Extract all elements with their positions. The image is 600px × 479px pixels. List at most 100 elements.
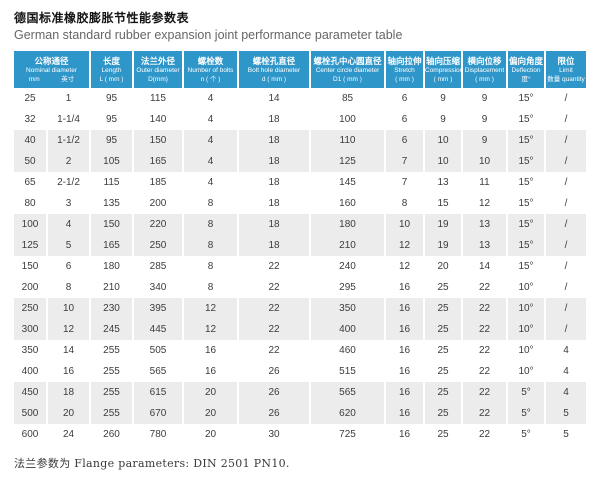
table-cell: 5 bbox=[545, 424, 586, 445]
table-cell: 18 bbox=[238, 172, 311, 193]
table-row: 350 14 255 505 16 22 460 16 25 22 10° 4 bbox=[14, 340, 586, 361]
table-cell: / bbox=[545, 298, 586, 319]
table-cell: 12 bbox=[183, 319, 239, 340]
column-title-zh: 偏向角度 bbox=[508, 55, 543, 66]
table-cell: 16 bbox=[385, 403, 425, 424]
table-cell: 620 bbox=[310, 403, 386, 424]
table-cell: 780 bbox=[133, 424, 184, 445]
table-cell: 95 bbox=[90, 130, 134, 151]
table-cell: 6 bbox=[47, 256, 91, 277]
table-cell: / bbox=[545, 151, 586, 172]
table-cell: / bbox=[545, 88, 586, 109]
table-cell: 9 bbox=[424, 109, 463, 130]
table-cell: 9 bbox=[462, 130, 508, 151]
table-cell: 1-1/2 bbox=[47, 130, 91, 151]
table-cell: 260 bbox=[90, 424, 134, 445]
column-subunit: 英寸 bbox=[61, 75, 75, 83]
table-row: 50 2 105 165 4 18 125 7 10 10 15° / bbox=[14, 151, 586, 172]
table-cell: 80 bbox=[14, 193, 48, 214]
column-subunit: mm bbox=[28, 75, 40, 83]
table-row: 150 6 180 285 8 22 240 12 20 14 15° / bbox=[14, 256, 586, 277]
table-cell: 22 bbox=[238, 256, 311, 277]
table-cell: 165 bbox=[133, 151, 184, 172]
table-cell: 22 bbox=[462, 403, 508, 424]
table-cell: 9 bbox=[462, 109, 508, 130]
column-title-en: Compression bbox=[425, 66, 464, 74]
table-cell: 10 bbox=[424, 130, 463, 151]
table-cell: 15° bbox=[507, 172, 546, 193]
table-cell: 5° bbox=[507, 403, 546, 424]
column-unit: ( mm ) bbox=[433, 75, 453, 83]
table-cell: 165 bbox=[90, 235, 134, 256]
table-cell: 125 bbox=[14, 235, 48, 256]
table-cell: 16 bbox=[385, 340, 425, 361]
table-cell: 255 bbox=[90, 340, 134, 361]
table-cell: / bbox=[545, 130, 586, 151]
table-cell: 10° bbox=[507, 361, 546, 382]
column-unit: 度° bbox=[521, 75, 531, 83]
table-row: 25 1 95 115 4 14 85 6 9 9 15° / bbox=[14, 88, 586, 109]
column-header-displacement: 横向位移 Displacement( mm ) bbox=[462, 51, 508, 88]
table-cell: 10° bbox=[507, 298, 546, 319]
table-row: 80 3 135 200 8 18 160 8 15 12 15° / bbox=[14, 193, 586, 214]
table-cell: 115 bbox=[90, 172, 134, 193]
column-header-stretch: 轴向拉伸 Stretch( mm ) bbox=[385, 51, 425, 88]
table-cell: 15° bbox=[507, 256, 546, 277]
table-cell: 1 bbox=[47, 88, 91, 109]
table-cell: 150 bbox=[14, 256, 48, 277]
table-cell: 5° bbox=[507, 382, 546, 403]
table-cell: 22 bbox=[462, 277, 508, 298]
table-cell: 10 bbox=[385, 214, 425, 235]
table-cell: 8 bbox=[183, 277, 239, 298]
table-cell: 4 bbox=[183, 151, 239, 172]
table-cell: 4 bbox=[545, 382, 586, 403]
table-cell: 125 bbox=[310, 151, 386, 172]
table-cell: 95 bbox=[90, 109, 134, 130]
table-header: 公称通径 Nominal diameter mm 英寸 长度 Length L ( mm )… bbox=[14, 51, 586, 88]
table-cell: 4 bbox=[183, 88, 239, 109]
table-row: 65 2-1/2 115 185 4 18 145 7 13 11 15° / bbox=[14, 172, 586, 193]
table-cell: 16 bbox=[385, 361, 425, 382]
table-cell: 22 bbox=[462, 319, 508, 340]
table-cell: / bbox=[545, 277, 586, 298]
table-cell: 14 bbox=[47, 340, 91, 361]
table-cell: 4 bbox=[545, 361, 586, 382]
table-cell: 7 bbox=[385, 172, 425, 193]
table-cell: 340 bbox=[133, 277, 184, 298]
table-cell: 22 bbox=[462, 361, 508, 382]
table-cell: 255 bbox=[90, 361, 134, 382]
table-cell: / bbox=[545, 109, 586, 130]
table-cell: 13 bbox=[424, 172, 463, 193]
table-cell: 15° bbox=[507, 235, 546, 256]
table-cell: 25 bbox=[424, 424, 463, 445]
table-cell: 160 bbox=[310, 193, 386, 214]
table-cell: 18 bbox=[238, 193, 311, 214]
column-unit: 数量 quantity bbox=[547, 75, 585, 83]
table-cell: / bbox=[545, 214, 586, 235]
table-cell: 26 bbox=[238, 361, 311, 382]
table-cell: 8 bbox=[183, 256, 239, 277]
column-title-en: Center circle diameter bbox=[315, 66, 380, 74]
table-cell: 395 bbox=[133, 298, 184, 319]
column-title-en: Length bbox=[101, 66, 122, 74]
table-cell: 110 bbox=[310, 130, 386, 151]
table-cell: 22 bbox=[238, 319, 311, 340]
table-cell: 250 bbox=[14, 298, 48, 319]
table-cell: 145 bbox=[310, 172, 386, 193]
table-cell: 285 bbox=[133, 256, 184, 277]
table-cell: / bbox=[545, 319, 586, 340]
table-cell: 20 bbox=[183, 424, 239, 445]
column-unit: L ( mm ) bbox=[99, 75, 124, 83]
table-cell: 18 bbox=[238, 130, 311, 151]
table-cell: 6 bbox=[385, 130, 425, 151]
table-row: 32 1-1/4 95 140 4 18 100 6 9 9 15° / bbox=[14, 109, 586, 130]
table-cell: / bbox=[545, 193, 586, 214]
table-cell: 30 bbox=[238, 424, 311, 445]
column-title-en: Displacement bbox=[464, 66, 505, 74]
table-cell: 25 bbox=[424, 298, 463, 319]
column-header-outer-diameter: 法兰外径 Outer diameter D(mm) bbox=[133, 51, 184, 88]
table-cell: 100 bbox=[310, 109, 386, 130]
table-cell: 105 bbox=[90, 151, 134, 172]
table-cell: 25 bbox=[14, 88, 48, 109]
